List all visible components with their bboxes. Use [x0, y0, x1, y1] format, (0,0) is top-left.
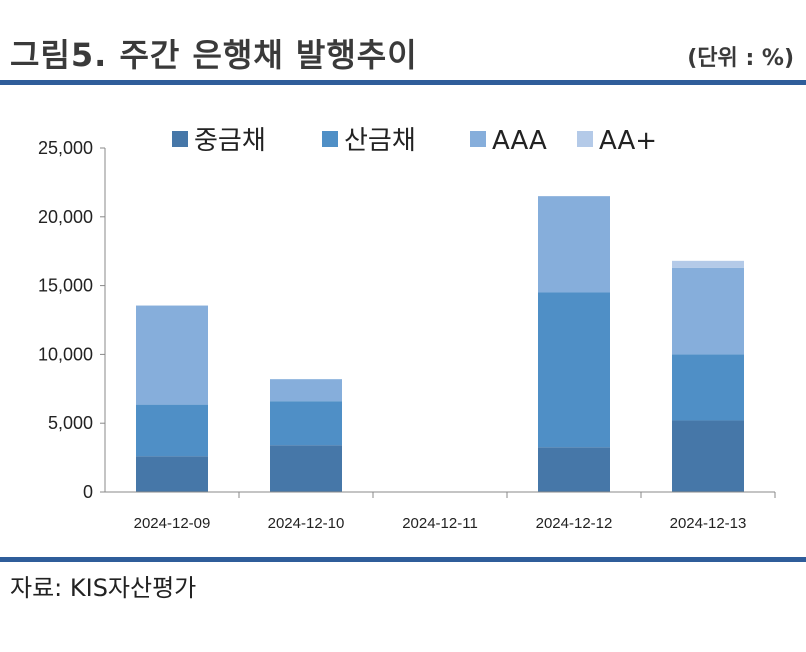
- bar-segment-4-2: [672, 267, 744, 355]
- x-tick-label: 2024-12-13: [670, 515, 747, 532]
- top-rule: [0, 80, 806, 85]
- legend-swatch: [322, 131, 338, 147]
- bar-segment-3-1: [538, 292, 610, 448]
- y-tick-label: 25,000: [38, 138, 93, 158]
- bar-segment-1-0: [270, 445, 342, 492]
- legend-label: 산금채: [344, 126, 416, 156]
- source-note: 자료: KIS자산평가: [10, 574, 197, 602]
- y-tick-label: 15,000: [38, 276, 93, 296]
- bar-segment-0-2: [136, 305, 208, 405]
- bottom-rule: [0, 557, 806, 562]
- y-tick-label: 20,000: [38, 207, 93, 227]
- x-tick-label: 2024-12-09: [134, 515, 211, 532]
- legend-swatch: [577, 131, 593, 147]
- legend-label: AAA: [492, 126, 547, 156]
- x-tick-label: 2024-12-10: [268, 515, 345, 532]
- bar-segment-3-2: [538, 196, 610, 293]
- x-axis-ticks: 2024-12-09 2024-12-10 2024-12-11 2024-12-12…: [134, 492, 776, 532]
- legend: 중금채 산금채 AAA AA+: [172, 126, 657, 156]
- bars: [136, 196, 744, 492]
- bar-segment-4-3: [672, 260, 744, 268]
- bar-segment-0-0: [136, 456, 208, 492]
- bar-segment-4-0: [672, 420, 744, 492]
- bar-segment-1-2: [270, 379, 342, 402]
- stacked-bar-chart: 중금채 산금채 AAA AA+ 25,000 20,000 15,000 10,000 5,0…: [38, 126, 776, 532]
- legend-label: 중금채: [194, 126, 266, 156]
- unit-label: (단위 : %): [687, 46, 794, 71]
- x-tick-label: 2024-12-11: [402, 515, 478, 532]
- y-tick-label: 0: [83, 482, 93, 502]
- legend-swatch: [172, 131, 188, 147]
- bar-segment-3-0: [538, 447, 610, 492]
- bar-segment-0-1: [136, 404, 208, 457]
- y-tick-label: 10,000: [38, 344, 93, 364]
- x-tick-label: 2024-12-12: [536, 515, 613, 532]
- bar-segment-4-1: [672, 354, 744, 421]
- legend-label: AA+: [599, 126, 657, 156]
- legend-swatch: [470, 131, 486, 147]
- figure-title: 그림5. 주간 은행채 발행추이: [10, 36, 418, 74]
- y-axis-ticks: 25,000 20,000 15,000 10,000 5,000 0: [38, 138, 105, 502]
- bar-segment-1-1: [270, 401, 342, 446]
- y-tick-label: 5,000: [48, 413, 93, 433]
